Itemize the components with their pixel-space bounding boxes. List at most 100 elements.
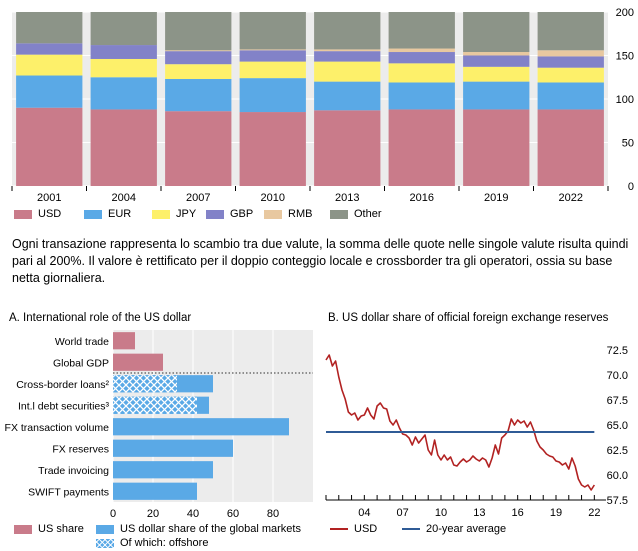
- legend-item-jpy: JPY: [152, 208, 196, 220]
- top-chart-bars: [16, 12, 604, 186]
- x-tick-label: 2004: [112, 192, 136, 204]
- bar-usd-2007: [165, 111, 232, 186]
- x-tick-label: 60: [227, 508, 239, 520]
- legend-item-gbp: GBP: [206, 208, 253, 220]
- panel-a-title: A. International role of the US dollar: [9, 312, 192, 324]
- bar-usd-2010: [239, 112, 306, 186]
- x-tick-label: 2001: [37, 192, 61, 204]
- bar-eur-2010: [239, 78, 306, 113]
- bar-of-which-offshore-int-l-debt-securities: [113, 396, 197, 414]
- legend-line-swatch: [402, 528, 420, 530]
- legend-swatch: [84, 209, 102, 219]
- legend-swatch: [152, 209, 170, 219]
- x-tick-label: 2016: [410, 192, 434, 204]
- bar-jpy-2004: [90, 58, 157, 78]
- legend-swatch: [14, 209, 32, 219]
- legend-label: Other: [354, 208, 382, 220]
- category-label-global-gdp: Global GDP: [53, 357, 109, 369]
- bar-gbp-2010: [239, 50, 306, 62]
- category-label-trade-invoicing: Trade invoicing: [38, 465, 109, 477]
- bar-us-share-global-gdp: [113, 353, 163, 371]
- x-tick-label: 20: [147, 508, 159, 520]
- legend-item-other: Other: [330, 208, 382, 220]
- x-tick-label: 2019: [484, 192, 508, 204]
- legend-label: 20-year average: [426, 523, 507, 535]
- bar-us-dollar-share-of-the-global-markets-swift-payments: [113, 482, 197, 500]
- bar-eur-2004: [90, 77, 157, 110]
- bar-eur-2022: [537, 82, 604, 110]
- y-tick-label: 100: [616, 94, 634, 106]
- bar-usd-2004: [90, 109, 157, 186]
- x-tick-label: 80: [267, 508, 279, 520]
- legend-swatch: [96, 538, 114, 548]
- y-tick-label: 0: [628, 181, 634, 193]
- bar-usd-2016: [388, 109, 455, 186]
- legend-swatch: [264, 209, 282, 219]
- legend-item-rmb: RMB: [264, 208, 312, 220]
- bar-other-2022: [537, 12, 604, 51]
- bar-jpy-2016: [388, 63, 455, 83]
- bar-other-2019: [463, 12, 530, 53]
- category-label-int-l-debt-securities: Int.l debt securities³: [18, 400, 110, 412]
- bar-gbp-2022: [537, 56, 604, 68]
- bar-eur-2013: [314, 81, 381, 111]
- bar-jpy-2019: [463, 66, 530, 82]
- bar-gbp-2016: [388, 52, 455, 64]
- bar-jpy-2022: [537, 67, 604, 83]
- legend-item-usd: USD: [330, 523, 377, 535]
- legend-item-of-which-offshore: Of which: offshore: [96, 537, 208, 549]
- bar-other-2016: [388, 12, 455, 49]
- bar-jpy-2001: [16, 54, 83, 76]
- legend-item-usd: USD: [14, 208, 61, 220]
- y-tick-label: 200: [616, 7, 634, 19]
- bar-jpy-2013: [314, 61, 381, 82]
- legend-label: GBP: [230, 208, 254, 220]
- legend-label: JPY: [176, 208, 197, 220]
- category-label-fx-transaction-volume: FX transaction volume: [5, 422, 110, 434]
- y-tick-label: 50: [622, 138, 634, 150]
- bar-gbp-2007: [165, 51, 232, 65]
- x-tick-label: 0: [110, 508, 116, 520]
- top-chart-y-ticks: 0 50 100 150 200: [616, 7, 634, 193]
- stacked-bar-chart: 0 50 100 150 200 2001 2004 2007 2010 2013 2016 201…: [11, 7, 634, 204]
- category-label-world-trade: World trade: [55, 336, 109, 348]
- category-label-cross-border-loans: Cross-border loans²: [16, 379, 109, 391]
- bar-of-which-offshore-cross-border-loans: [113, 375, 177, 393]
- bar-usd-2013: [314, 110, 381, 186]
- bar-rmb-2019: [463, 52, 530, 56]
- top-chart-x-ticks: 2001 2004 2007 2010 2013 2016 2019 2022: [11, 186, 609, 204]
- bar-us-dollar-share-of-the-global-markets-fx-transaction-volume: [113, 418, 289, 436]
- chart-footnote: Ogni transazione rappresenta lo scambio …: [12, 237, 629, 285]
- legend-label: US dollar share of the global markets: [120, 523, 301, 535]
- bar-gbp-2001: [16, 43, 83, 55]
- legend-label: RMB: [288, 208, 313, 220]
- legend-item-20-year-average: 20-year average: [402, 523, 506, 535]
- legend-swatch: [330, 209, 348, 219]
- bar-gbp-2019: [463, 55, 530, 67]
- panel-a-x-ticks: 0 20 40 60 80: [110, 508, 279, 520]
- bar-jpy-2007: [165, 64, 232, 79]
- legend-swatch: [96, 524, 114, 534]
- bar-usd-2022: [537, 109, 604, 186]
- legend-item-eur: EUR: [84, 208, 131, 220]
- legend-label: Of which: offshore: [120, 537, 209, 549]
- panel-a-category-labels: World trade Global GDP Cross-border loans²…: [5, 336, 110, 499]
- legend-label: EUR: [108, 208, 132, 220]
- bar-usd-2001: [16, 107, 83, 186]
- legend-label: US share: [38, 523, 84, 535]
- bar-eur-2001: [16, 75, 83, 108]
- bar-eur-2016: [388, 82, 455, 110]
- bar-other-2010: [239, 12, 306, 50]
- panel-b-title: B. US dollar share of official foreign e…: [328, 312, 609, 324]
- bar-eur-2007: [165, 78, 232, 112]
- bar-rmb-2010: [239, 49, 306, 51]
- panel-a-bars: [113, 332, 289, 500]
- legend-line-swatch: [330, 528, 348, 530]
- bar-other-2004: [90, 12, 157, 46]
- x-tick-label: 2022: [559, 192, 583, 204]
- x-tick-label: 2013: [335, 192, 359, 204]
- legend-label: USD: [38, 208, 62, 220]
- legend-swatch: [14, 524, 32, 534]
- bar-eur-2019: [463, 81, 530, 110]
